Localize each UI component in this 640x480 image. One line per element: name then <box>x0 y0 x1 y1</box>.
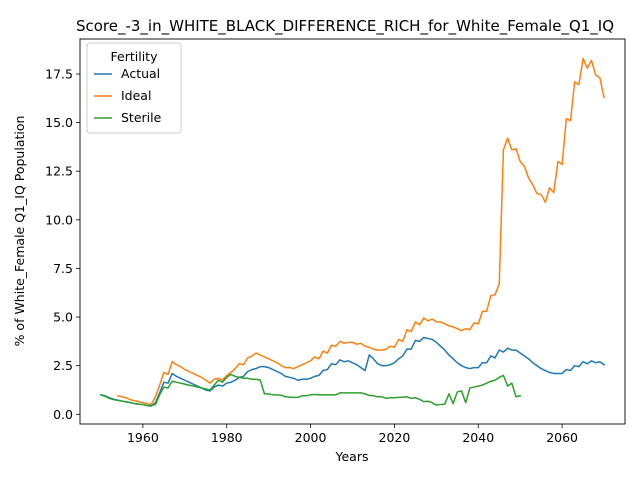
plot-frame <box>79 38 626 425</box>
legend-label-sterile: Sterile <box>121 110 162 125</box>
y-axis: 0.0 2.5 5.0 7.5 10.0 12.5 15.0 17.5 <box>45 67 80 422</box>
x-tick-label: 1980 <box>211 430 243 445</box>
x-tick-label: 2040 <box>462 430 494 445</box>
chart-title: Score_-3_in_WHITE_BLACK_DIFFERENCE_RICH_… <box>76 17 614 36</box>
legend-title: Fertility <box>111 49 159 64</box>
legend-box <box>86 42 182 134</box>
plot-area <box>99 57 606 407</box>
x-tick-label: 1960 <box>127 430 159 445</box>
series-line-actual <box>100 336 606 407</box>
legend-label-ideal: Ideal <box>121 88 151 103</box>
x-tick-label: 2000 <box>295 430 327 445</box>
x-axis: 1960 1980 2000 2020 2040 2060 <box>127 424 578 445</box>
legend-entries: Actual Ideal Sterile <box>94 66 162 125</box>
legend: Fertility Actual Ideal Sterile <box>86 42 182 134</box>
y-tick-label: 10.0 <box>45 212 73 227</box>
legend-label-actual: Actual <box>121 66 160 81</box>
y-tick-label: 15.0 <box>45 115 73 130</box>
y-tick-label: 2.5 <box>53 358 73 373</box>
x-axis-title: Years <box>335 449 369 464</box>
y-axis-title: % of White_Female Q1_IQ Population <box>12 116 27 347</box>
series-line-ideal <box>116 57 605 406</box>
y-tick-label: 7.5 <box>53 261 73 276</box>
x-tick-label: 2020 <box>379 430 411 445</box>
y-tick-label: 0.0 <box>53 407 73 422</box>
series-line-sterile <box>99 373 522 407</box>
x-tick-label: 2060 <box>546 430 578 445</box>
y-tick-label: 5.0 <box>53 310 73 325</box>
y-tick-label: 17.5 <box>45 67 73 82</box>
y-tick-label: 12.5 <box>45 164 73 179</box>
